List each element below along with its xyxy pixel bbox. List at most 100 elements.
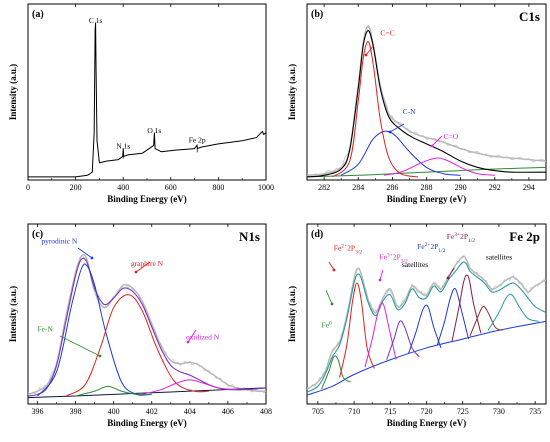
panel-letter: (b) (311, 9, 323, 20)
series-raw-0 (307, 25, 546, 176)
x-tick-label: 294 (523, 183, 535, 192)
annotation-pointer (365, 44, 375, 56)
x-tick-label: 200 (70, 183, 82, 192)
panel-letter: (d) (311, 229, 323, 240)
series-peak-6 (386, 320, 420, 360)
y-axis-title: Intensity (a.u.) (8, 286, 18, 342)
x-axis-title: Binding Energy (eV) (107, 418, 187, 428)
x-axis-title: Binding Energy (eV) (387, 194, 467, 204)
x-tick-label: 735 (529, 407, 541, 416)
x-tick-label: 400 (108, 407, 120, 416)
annotation-label: C=O (444, 132, 459, 141)
series-peak-3 (332, 41, 419, 178)
panel-title: Fe 2p (509, 229, 540, 244)
x-tick-label: 398 (70, 407, 82, 416)
annotation-label: O 1s (147, 126, 161, 135)
panel-title: C1s (519, 9, 540, 24)
annotation-label: Fe3+2P1/2 (447, 232, 476, 244)
y-axis-title: Intensity (a.u.) (287, 286, 297, 342)
x-tick-label: 402 (146, 407, 158, 416)
annotation-label: pyrodinic N (41, 236, 78, 245)
x-tick-label: 396 (32, 407, 44, 416)
annotation-label: graphire N (131, 259, 164, 268)
annotation-label: satellites (486, 252, 512, 261)
series-group (28, 253, 266, 399)
x-tick-label: 406 (222, 407, 234, 416)
annotation-label: N 1s (116, 142, 130, 151)
series-peak-5 (75, 385, 152, 397)
series-peak-5 (383, 157, 495, 176)
series-peak-4 (65, 294, 209, 397)
panel-d: 705 710 715 720 725 730 735 Binding Energy (eV)… (287, 223, 547, 428)
annotation-pointer-head (330, 302, 334, 306)
panel-b: 282 284 286 288 290 292 294 Binding Energy (eV)… (287, 3, 547, 204)
series-peak-9 (451, 274, 482, 343)
panel-c: 396 398 400 402 404 406 408 Binding Energy (eV)… (8, 223, 272, 428)
x-tick-label: 720 (421, 407, 433, 416)
annotation-pointer-head (388, 130, 392, 134)
plot-frame (27, 223, 267, 405)
x-tick-label: 0 (26, 183, 30, 192)
annotation-label: satellites (402, 260, 428, 269)
annotation-label: Fe-N (38, 325, 54, 334)
x-tick-label: 292 (489, 183, 501, 192)
annotation-label: C-N (403, 107, 417, 116)
y-axis-title: Intensity (a.u.) (8, 64, 18, 120)
annotation-pointer-head (134, 270, 138, 274)
x-axis-title: Binding Energy (eV) (107, 194, 187, 204)
annotation-pointer-head (430, 144, 434, 148)
x-tick-label: 284 (352, 183, 364, 192)
annotation-pointer-head (332, 268, 336, 272)
annotation-pointer (447, 267, 455, 279)
annotation-pointer (325, 289, 333, 305)
annotation-pointer-head (446, 276, 450, 280)
x-tick-label: 725 (457, 407, 469, 416)
annotation-pointer (389, 123, 405, 133)
annotation-pointer-head (98, 354, 102, 358)
series-group (307, 24, 546, 178)
series-fit-2 (307, 261, 546, 393)
x-tick-label: 730 (493, 407, 505, 416)
x-tick-label: 404 (184, 407, 196, 416)
series-baseline-1 (307, 166, 546, 178)
series-peak-3 (37, 263, 152, 397)
x-tick-label: 800 (212, 183, 224, 192)
series-peak-3 (321, 355, 351, 390)
annotation-pointer-head (378, 278, 382, 282)
x-tick-label: 408 (260, 407, 272, 416)
series-raw-noise (307, 255, 546, 389)
annotation-label: Fe3+2P3/2 (379, 252, 408, 264)
annotation-pointer (431, 135, 443, 147)
plot-frame (306, 3, 547, 181)
panel-title: N1s (239, 229, 260, 244)
annotation-label: Fe2+2P1/2 (417, 242, 446, 254)
annotation-label: Fe2+2P3/2 (334, 244, 363, 256)
x-axis-title: Binding Energy (eV) (387, 418, 467, 428)
panel-a: 0 200 400 600 800 1000 Binding Energy (eV) Inte… (8, 3, 274, 204)
x-tick-label: 705 (312, 407, 324, 416)
x-tick-label: 288 (421, 183, 433, 192)
plot-frame (27, 3, 267, 181)
annotation-pointer-head (186, 340, 190, 344)
series-group (307, 255, 546, 396)
annotation-label: C=C (380, 28, 394, 37)
annotation-pointer (135, 261, 151, 273)
x-tick-label: 286 (386, 183, 398, 192)
series-peak-11 (487, 293, 539, 331)
annotation-pointer (59, 335, 101, 357)
panel-letter: (a) (32, 9, 44, 20)
annotation-label: Fe 2p (189, 135, 206, 144)
annotation-pointer (328, 261, 335, 271)
x-tick-label: 715 (384, 407, 396, 416)
series-group (28, 22, 266, 178)
x-tick-label: 1000 (258, 183, 274, 192)
series-fit-2 (307, 30, 546, 178)
panel-letter: (c) (32, 229, 43, 240)
x-tick-label: 282 (318, 183, 330, 192)
annotation-label: Fe0 (321, 320, 332, 329)
series-raw-0 (307, 255, 546, 390)
annotation-label: oxidized N (186, 333, 220, 342)
series-peak-8 (436, 288, 469, 346)
y-axis-title: Intensity (a.u.) (287, 64, 297, 120)
series-peak-5 (364, 302, 397, 368)
